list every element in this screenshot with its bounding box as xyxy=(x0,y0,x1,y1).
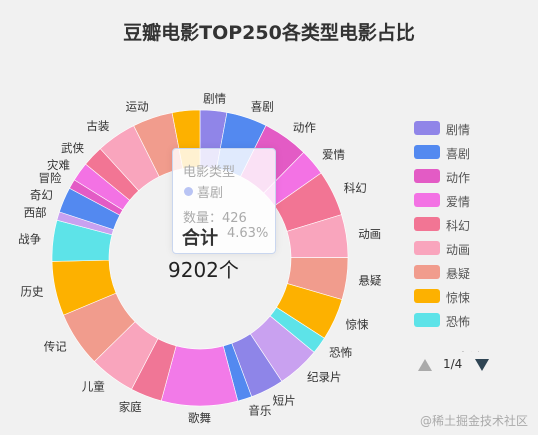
slice-label: 冒险 xyxy=(38,171,61,185)
slice-label: 剧情 xyxy=(203,92,226,106)
tooltip: 电影类型 喜剧 数量：426 4.63% xyxy=(172,148,276,254)
slice-label: 歌舞 xyxy=(188,411,211,425)
slice-label: 喜剧 xyxy=(251,99,274,113)
center-label: 合计 xyxy=(182,228,218,249)
legend-label: 惊悚 xyxy=(446,291,471,305)
legend-label: 恐怖 xyxy=(446,315,471,329)
slice-label: 奇幻 xyxy=(30,188,53,202)
slice-label: 科幻 xyxy=(344,181,367,195)
center-total: 9202个 xyxy=(168,258,239,282)
slice-label: 运动 xyxy=(126,99,149,113)
legend-swatch xyxy=(414,217,440,231)
legend-label: 动作 xyxy=(446,171,471,185)
legend-prev-page-icon[interactable] xyxy=(418,359,432,371)
slice-labels: 剧情喜剧动作爱情科幻动画悬疑惊悚恐怖纪录片短片音乐歌舞家庭儿童传记历史战争西部奇… xyxy=(18,92,382,425)
slice-label: 灾难 xyxy=(47,158,70,172)
legend-label: 悬疑 xyxy=(446,267,471,281)
slice-label: 短片 xyxy=(273,394,296,408)
legend-pager: 1/4 xyxy=(414,356,514,376)
slice-label: 传记 xyxy=(44,339,67,353)
legend-overflow-mask xyxy=(410,337,530,351)
legend-label: 科幻 xyxy=(446,219,471,233)
slice-label: 惊悚 xyxy=(346,318,369,332)
slice-label: 战争 xyxy=(18,232,41,246)
slice-label: 古装 xyxy=(86,119,109,133)
slice-label: 纪录片 xyxy=(307,370,342,384)
slice-label: 儿童 xyxy=(82,380,105,394)
legend-label: 动画 xyxy=(446,243,471,257)
slice-label: 西部 xyxy=(24,206,47,220)
slice-label: 家庭 xyxy=(119,400,142,414)
tooltip-percent: 4.63% xyxy=(227,226,269,241)
legend-swatch xyxy=(414,145,440,159)
slice-label: 动画 xyxy=(358,227,381,241)
slice-label: 武侠 xyxy=(61,141,84,155)
donut-slices xyxy=(51,109,349,407)
tooltip-item-name: 喜剧 xyxy=(197,186,224,201)
legend-swatch xyxy=(414,169,440,183)
tooltip-series-name: 电影类型 xyxy=(183,165,236,180)
slice-label: 动作 xyxy=(293,121,316,135)
legend-swatch xyxy=(414,265,440,279)
legend-label: 爱情 xyxy=(446,195,471,209)
legend-swatch xyxy=(414,241,440,255)
legend-swatch xyxy=(414,121,440,135)
slice-label: 历史 xyxy=(21,284,44,298)
slice-label: 爱情 xyxy=(322,148,345,162)
chart-title: 豆瓣电影TOP250各类型电影占比 xyxy=(123,22,415,44)
legend-next-page-icon[interactable] xyxy=(475,359,489,371)
legend-label: 剧情 xyxy=(446,123,471,137)
legend-swatch xyxy=(414,193,440,207)
tooltip-count: 数量：426 xyxy=(183,211,247,226)
legend-label: 喜剧 xyxy=(446,147,471,161)
slice-label: 悬疑 xyxy=(358,273,381,287)
legend-swatch xyxy=(414,289,440,303)
slice-label: 音乐 xyxy=(248,403,271,417)
legend-page-indicator: 1/4 xyxy=(443,357,463,371)
watermark: @稀土掘金技术社区 xyxy=(419,414,528,428)
tooltip-marker xyxy=(184,187,193,196)
slice-label: 恐怖 xyxy=(329,345,352,359)
legend-swatch xyxy=(414,313,440,327)
